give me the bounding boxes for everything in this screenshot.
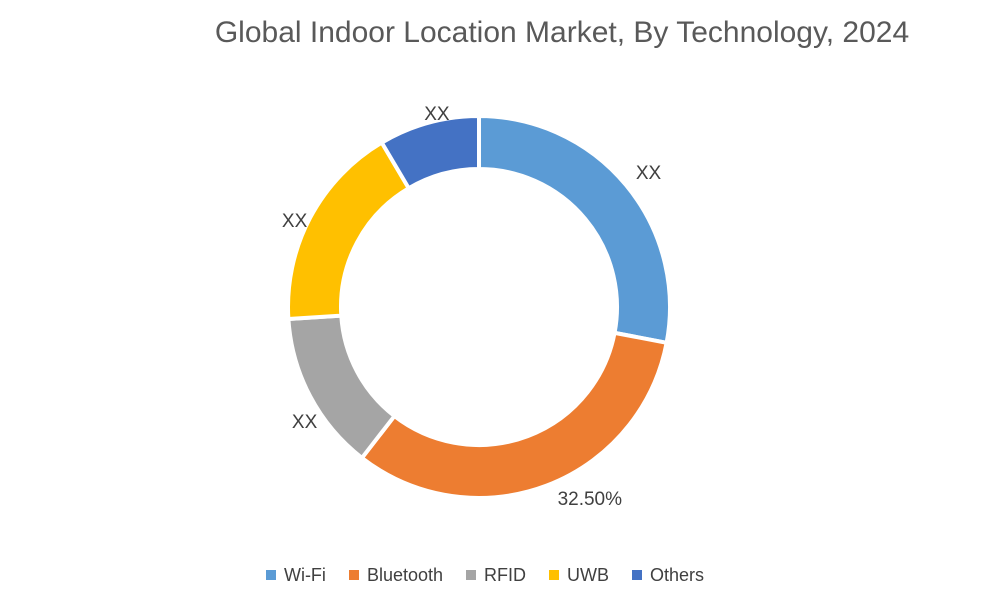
donut-segment-others xyxy=(379,113,481,191)
legend-item-bluetooth: Bluetooth xyxy=(348,565,443,585)
legend-label: Bluetooth xyxy=(366,565,443,585)
legend-marker-icon xyxy=(466,569,476,580)
legend-item-uwb: UWB xyxy=(549,565,609,584)
data-label-rfid: XX xyxy=(292,412,318,433)
legend-item-others: Others xyxy=(632,565,704,584)
legend-label: Wi-Fi xyxy=(283,565,326,585)
legend-marker-icon xyxy=(265,569,276,580)
legend-label: Others xyxy=(650,565,705,585)
legend-label: RFID xyxy=(484,565,526,585)
donut-segment-bluetooth xyxy=(359,330,669,501)
legend-marker-icon xyxy=(549,569,559,580)
legend-item-rfid: RFID xyxy=(466,565,526,584)
legend-marker-icon xyxy=(348,569,359,580)
data-label-uwb: XX xyxy=(282,211,308,232)
data-label-wi-fi: XX xyxy=(636,163,662,184)
donut-segment-wi-fi xyxy=(477,113,672,346)
data-label-bluetooth: 32.50% xyxy=(558,489,623,510)
chart-title: Global Indoor Location Market, By Techno… xyxy=(214,16,910,49)
legend: Wi-Fi Bluetooth RFID UWB Others xyxy=(0,565,970,584)
legend-marker-icon xyxy=(632,569,642,580)
data-label-others: XX xyxy=(424,104,450,125)
legend-item-wi-fi: Wi-Fi xyxy=(265,565,326,585)
legend-label: UWB xyxy=(567,565,609,585)
donut-segment-rfid xyxy=(286,313,398,461)
